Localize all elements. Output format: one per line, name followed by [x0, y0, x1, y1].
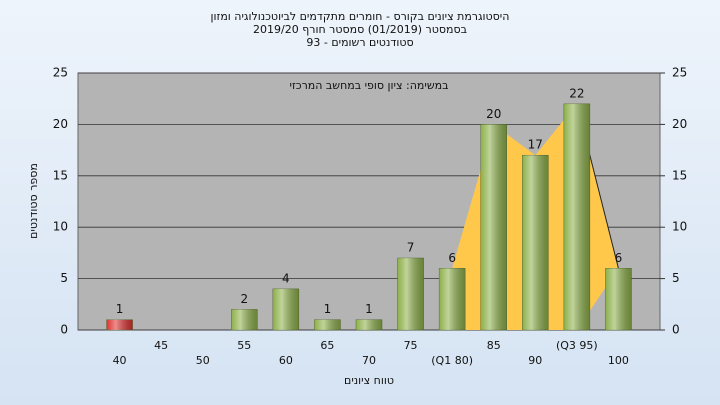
y2-tick-label: 15 [672, 168, 687, 182]
value-label: 22 [569, 86, 584, 100]
value-label: 2 [240, 292, 248, 306]
bar-shine [272, 288, 299, 330]
chart-subtitle: סטודנטים רשומים - 93 [306, 36, 413, 49]
y-axis-label: מספר סטודנטים [27, 163, 40, 239]
x-tick-label: 90 [528, 354, 542, 367]
value-label: 1 [324, 302, 332, 316]
x-tick-label: 85 [487, 339, 501, 352]
value-label: 17 [528, 138, 543, 152]
x-axis-label: טווח ציונים [344, 374, 394, 387]
value-label: 1 [365, 302, 373, 316]
y-tick-label: 0 [60, 323, 68, 337]
bar-shine [231, 309, 258, 330]
annotation: במשימה: ציון סופי במחשב המרכזי [289, 79, 448, 92]
bar-shine [314, 319, 341, 330]
x-tick-label: 55 [237, 339, 251, 352]
y-tick-label: 25 [53, 66, 68, 80]
bar-shine [106, 319, 133, 330]
y2-tick-label: 0 [672, 323, 680, 337]
y2-tick-label: 25 [672, 66, 687, 80]
bar-shine [605, 268, 632, 330]
x-tick-label: 70 [362, 354, 376, 367]
x-tick-label: 45 [154, 339, 168, 352]
y2-tick-label: 5 [672, 271, 680, 285]
x-tick-label: (Q3 95) [556, 339, 598, 352]
x-tick-label: 50 [196, 354, 210, 367]
bar-shine [356, 319, 382, 330]
bar-shine [563, 103, 590, 330]
x-tick-label: 75 [404, 339, 418, 352]
bar-shine [439, 268, 466, 330]
bar-shine [522, 155, 549, 330]
value-label: 6 [615, 251, 623, 265]
y-tick-label: 5 [60, 271, 68, 285]
value-label: 20 [486, 107, 501, 121]
x-tick-label: 40 [113, 354, 127, 367]
bar-shine [480, 124, 507, 331]
y2-tick-label: 20 [672, 117, 687, 131]
y-tick-label: 20 [53, 117, 68, 131]
y-tick-label: 10 [53, 220, 68, 234]
y2-tick-label: 10 [672, 220, 687, 234]
y-tick-label: 15 [53, 168, 68, 182]
x-tick-label: 65 [320, 339, 334, 352]
chart-title: היסטוגרמת ציונים בקורס - חומרים מתקדמים … [211, 10, 510, 23]
value-label: 4 [282, 271, 290, 285]
x-tick-label: 100 [608, 354, 629, 367]
value-label: 7 [407, 241, 415, 255]
chart-subtitle: בסמסטר (01/2019) סמסטר חורף 2019/20 [253, 23, 467, 36]
value-label: 1 [116, 302, 124, 316]
x-tick-label: 60 [279, 354, 293, 367]
x-tick-label: (Q1 80) [431, 354, 473, 367]
value-label: 6 [448, 251, 456, 265]
bar-shine [397, 258, 424, 330]
